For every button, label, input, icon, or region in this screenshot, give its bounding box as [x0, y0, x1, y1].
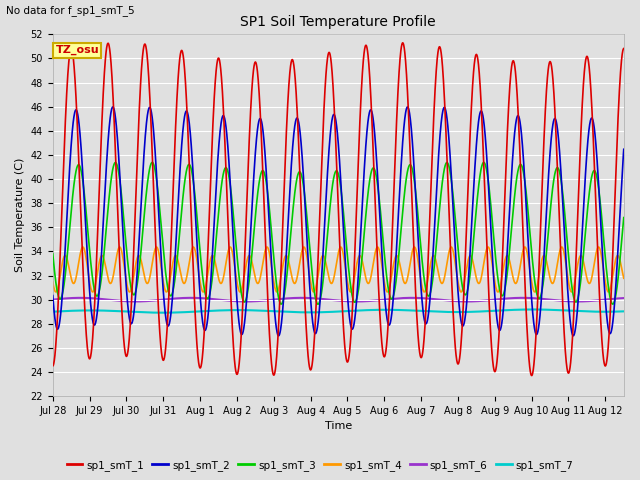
- Y-axis label: Soil Temperature (C): Soil Temperature (C): [15, 158, 25, 273]
- Legend: sp1_smT_1, sp1_smT_2, sp1_smT_3, sp1_smT_4, sp1_smT_6, sp1_smT_7: sp1_smT_1, sp1_smT_2, sp1_smT_3, sp1_smT…: [62, 456, 578, 475]
- Text: No data for f_sp1_smT_5: No data for f_sp1_smT_5: [6, 5, 135, 16]
- Title: SP1 Soil Temperature Profile: SP1 Soil Temperature Profile: [241, 15, 436, 29]
- Text: TZ_osu: TZ_osu: [56, 45, 99, 56]
- X-axis label: Time: Time: [324, 421, 352, 432]
